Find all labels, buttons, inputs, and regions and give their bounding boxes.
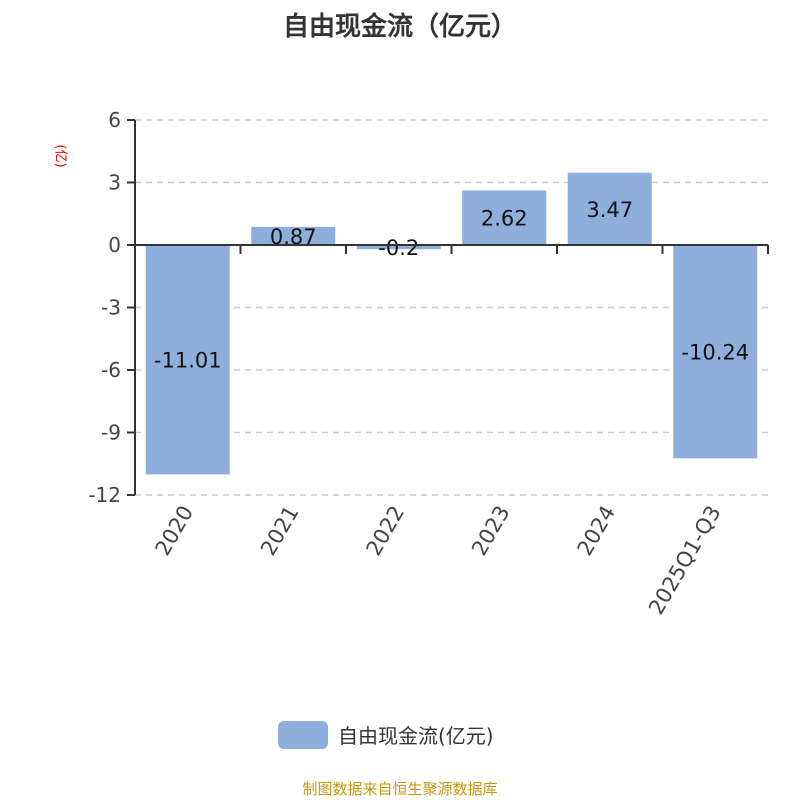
y-tick-label: 6 <box>108 108 121 132</box>
bar <box>251 226 336 245</box>
y-tick-label: -9 <box>101 421 121 445</box>
x-tick-label: 2021 <box>256 502 304 560</box>
chart-title: 自由现金流（亿元） <box>282 12 517 42</box>
data-label: -0.2 <box>378 236 419 260</box>
legend-label: 自由现金流(亿元) <box>338 724 494 748</box>
data-label: 3.47 <box>586 198 633 222</box>
y-tick-label: -6 <box>101 358 121 382</box>
bar <box>673 245 758 459</box>
x-tick-label: 2024 <box>573 502 621 560</box>
data-label: -11.01 <box>154 349 222 373</box>
y-tick-label: 0 <box>108 233 121 257</box>
x-tick-label: 2022 <box>362 502 410 560</box>
bar <box>356 245 441 250</box>
legend-swatch <box>278 720 328 749</box>
x-tick-label: 2023 <box>467 502 515 560</box>
bar <box>567 172 652 245</box>
y-tick-label: -12 <box>88 483 121 507</box>
source-footer: 制图数据来自恒生聚源数据库 <box>302 780 498 798</box>
y-tick-label: 3 <box>108 171 121 195</box>
data-label: -10.24 <box>681 341 749 365</box>
legend[interactable]: 自由现金流(亿元) <box>278 720 494 749</box>
data-label: 2.62 <box>481 207 528 231</box>
x-tick-label: 2020 <box>151 502 199 560</box>
bar <box>145 245 230 475</box>
bar <box>462 190 547 245</box>
x-tick-label: 2025Q1-Q3 <box>644 502 726 619</box>
y-tick-label: -3 <box>101 296 121 320</box>
